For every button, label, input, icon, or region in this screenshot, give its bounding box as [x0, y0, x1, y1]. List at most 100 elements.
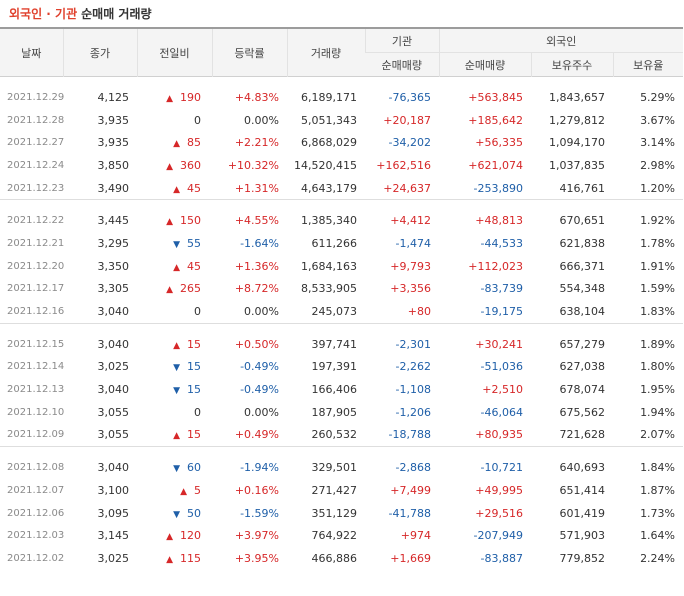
cell-institution-net: +80	[407, 305, 431, 319]
cell-close: 3,100	[97, 483, 130, 497]
cell-volume: 611,266	[311, 236, 358, 250]
cell-foreign-holdings: 571,903	[559, 529, 606, 543]
cell-rate: -1.94%	[240, 461, 279, 475]
triangle-up-icon: ▲	[166, 285, 173, 296]
cell-close: 3,040	[97, 461, 130, 475]
cell-institution-net: -2,262	[395, 360, 431, 374]
cell-institution-net: -1,108	[395, 383, 431, 397]
cell-foreign-ratio: 1.83%	[640, 305, 676, 319]
cell-close: 3,490	[97, 181, 130, 195]
cell-foreign-ratio: 2.24%	[640, 551, 676, 565]
change-value: 0	[194, 405, 201, 419]
cell-foreign-ratio: 1.94%	[640, 405, 676, 419]
cell-foreign-holdings: 640,693	[559, 461, 606, 475]
group-spacer	[0, 446, 684, 457]
cell-institution-net: +20,187	[383, 113, 431, 127]
cell-institution-net: +1,669	[390, 551, 431, 565]
header-change: 전일비	[136, 27, 212, 77]
cell-foreign-net: -253,890	[473, 181, 523, 195]
cell-institution-net: -18,788	[388, 428, 431, 442]
cell-foreign-holdings: 666,371	[559, 259, 606, 273]
cell-volume: 187,905	[311, 405, 358, 419]
cell-volume: 260,532	[311, 428, 358, 442]
foreign-institution-trading-table: 날짜 종가 전일비 등락률 거래량 기관 외국인 순매매량 순매매량 보유주수 …	[0, 27, 684, 570]
change-value: 85	[187, 136, 201, 150]
cell-institution-net: +4,412	[390, 214, 431, 228]
cell-date: 2021.12.06	[7, 507, 65, 519]
cell-foreign-holdings: 1,037,835	[549, 158, 605, 172]
cell-rate: +0.50%	[234, 337, 279, 351]
cell-institution-net: -34,202	[388, 136, 431, 150]
cell-foreign-holdings: 621,838	[559, 236, 606, 250]
change-value: 115	[180, 551, 201, 565]
cell-change: ▼ 15	[137, 378, 212, 401]
cell-change: ▼ 60	[137, 456, 212, 479]
cell-foreign-net: -51,036	[480, 360, 523, 374]
cell-foreign-holdings: 627,038	[559, 360, 606, 374]
cell-foreign-ratio: 1.92%	[640, 214, 676, 228]
cell-foreign-ratio: 1.73%	[640, 506, 676, 520]
table-row: 2021.12.09 3,055 ▲ 15 +0.49% 260,532 -18,788 +8…	[0, 424, 683, 447]
header-foreign-ratio: 보유율	[612, 52, 684, 77]
cell-date: 2021.12.09	[7, 429, 65, 441]
cell-foreign-net: +56,335	[475, 136, 523, 150]
cell-rate: 0.00%	[244, 405, 279, 419]
change-value: 150	[180, 214, 201, 228]
cell-foreign-ratio: 3.67%	[640, 113, 676, 127]
header-institution-net: 순매매량	[365, 52, 439, 77]
cell-rate: 0.00%	[244, 113, 279, 127]
cell-institution-net: +162,516	[376, 158, 431, 172]
cell-change: ▲ 190	[137, 86, 212, 109]
cell-institution-net: -41,788	[388, 506, 431, 520]
cell-volume: 271,427	[311, 483, 358, 497]
cell-foreign-holdings: 638,104	[559, 305, 606, 319]
cell-foreign-net: +621,074	[468, 158, 523, 172]
header-rate: 등락률	[211, 27, 287, 77]
cell-close: 3,145	[97, 529, 130, 543]
cell-foreign-holdings: 601,419	[559, 506, 606, 520]
table-row: 2021.12.28 3,935 0 0.00% 5,051,343 +20,187 +18…	[0, 109, 683, 132]
cell-date: 2021.12.02	[7, 552, 65, 564]
cell-date: 2021.12.17	[7, 283, 65, 295]
section-title-main: 순매매 거래량	[81, 7, 152, 21]
table-row: 2021.12.17 3,305 ▲ 265 +8.72% 8,533,905 +3,356…	[0, 278, 683, 301]
cell-date: 2021.12.20	[7, 260, 65, 272]
cell-rate: +3.97%	[234, 529, 279, 543]
cell-foreign-net: +48,813	[475, 214, 523, 228]
cell-institution-net: +3,356	[390, 282, 431, 296]
cell-close: 3,055	[97, 405, 130, 419]
cell-date: 2021.12.13	[7, 384, 65, 396]
change-value: 120	[180, 529, 201, 543]
cell-rate: +4.55%	[234, 214, 279, 228]
change-value: 55	[187, 236, 201, 250]
table-row: 2021.12.29 4,125 ▲ 190 +4.83% 6,189,171 -76,36…	[0, 86, 683, 109]
cell-foreign-net: +2,510	[482, 383, 523, 397]
cell-foreign-ratio: 1.64%	[640, 529, 676, 543]
cell-rate: -0.49%	[240, 383, 279, 397]
cell-date: 2021.12.22	[7, 215, 65, 227]
cell-foreign-ratio: 1.20%	[640, 181, 676, 195]
triangle-up-icon: ▲	[166, 161, 173, 172]
cell-change: ▲ 15	[137, 424, 212, 447]
triangle-down-icon: ▼	[173, 509, 180, 520]
cell-change: ▼ 50	[137, 502, 212, 525]
cell-close: 3,935	[97, 113, 130, 127]
cell-foreign-net: -83,739	[480, 282, 523, 296]
cell-foreign-ratio: 1.84%	[640, 461, 676, 475]
cell-close: 3,040	[97, 305, 130, 319]
change-value: 190	[180, 90, 201, 104]
triangle-down-icon: ▼	[173, 464, 180, 475]
cell-volume: 1,385,340	[301, 214, 357, 228]
cell-close: 3,350	[97, 259, 130, 273]
change-value: 15	[187, 428, 201, 442]
cell-close: 3,025	[97, 360, 130, 374]
cell-foreign-net: -19,175	[480, 305, 523, 319]
cell-date: 2021.12.08	[7, 462, 65, 474]
cell-foreign-net: -46,064	[480, 405, 523, 419]
cell-foreign-holdings: 657,279	[559, 337, 606, 351]
cell-foreign-holdings: 675,562	[559, 405, 606, 419]
cell-change: ▲ 360	[137, 154, 212, 177]
cell-foreign-holdings: 1,843,657	[549, 90, 605, 104]
cell-rate: +4.83%	[234, 90, 279, 104]
triangle-up-icon: ▲	[173, 262, 180, 273]
